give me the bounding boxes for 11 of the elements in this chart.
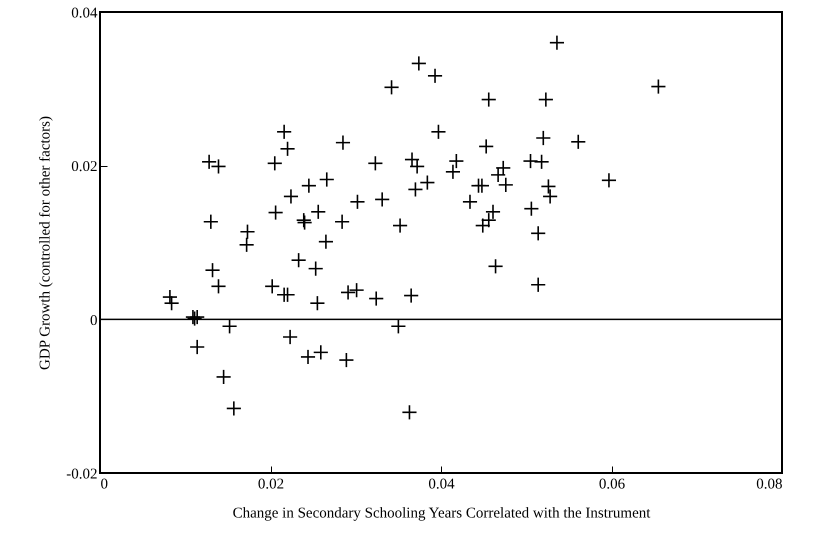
x-tick-label: 0 xyxy=(100,476,108,492)
y-tick-label: 0.04 xyxy=(71,6,98,22)
x-tick-label: 0.02 xyxy=(258,476,284,492)
x-tick-label: 0.04 xyxy=(428,476,456,492)
y-axis-title: GDP Growth (controlled for other factors) xyxy=(37,116,54,370)
x-tick-label: 0.08 xyxy=(756,476,782,492)
x-tick-label: 0.06 xyxy=(598,476,626,492)
y-tick-label: 0 xyxy=(90,312,98,329)
x-axis-title: Change in Secondary Schooling Years Correlated with the Instrument xyxy=(232,506,652,522)
y-tick-label: 0.02 xyxy=(71,159,98,176)
y-tick-label: -0.02 xyxy=(66,466,98,482)
